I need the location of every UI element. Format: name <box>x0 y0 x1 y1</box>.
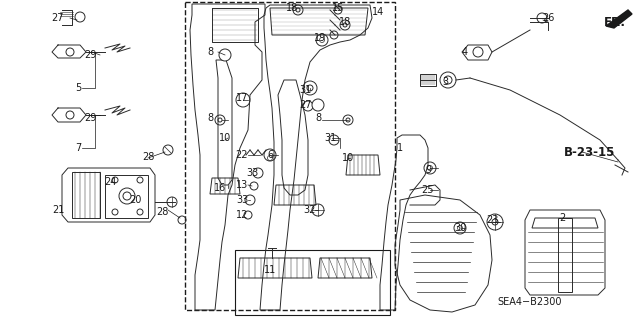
Text: 20: 20 <box>129 195 141 205</box>
Text: 7: 7 <box>75 143 81 153</box>
Circle shape <box>312 99 324 111</box>
Text: 31: 31 <box>299 85 311 95</box>
Text: 27: 27 <box>52 13 64 23</box>
Bar <box>185 2 395 310</box>
Text: 8: 8 <box>315 113 321 123</box>
Text: 27: 27 <box>299 100 311 110</box>
Text: 28: 28 <box>156 207 168 217</box>
Text: 2: 2 <box>559 213 565 223</box>
Text: 13: 13 <box>236 180 248 190</box>
Polygon shape <box>606 10 632 28</box>
Text: 5: 5 <box>75 83 81 93</box>
Text: 8: 8 <box>207 47 213 57</box>
Text: FR.: FR. <box>604 16 626 28</box>
Text: 1: 1 <box>397 143 403 153</box>
Text: 33: 33 <box>236 195 248 205</box>
Text: B-23-15: B-23-15 <box>564 145 616 159</box>
Text: 21: 21 <box>52 205 64 215</box>
Text: SEA4−B2300: SEA4−B2300 <box>498 297 563 307</box>
Text: 24: 24 <box>104 177 116 187</box>
Text: 29: 29 <box>84 50 96 60</box>
Text: 17: 17 <box>236 93 248 103</box>
Circle shape <box>222 52 228 58</box>
Text: 19: 19 <box>314 33 326 43</box>
Text: 22: 22 <box>236 150 248 160</box>
Text: 6: 6 <box>267 150 273 160</box>
Text: 16: 16 <box>214 183 226 193</box>
Text: 28: 28 <box>142 152 154 162</box>
Text: 18: 18 <box>286 3 298 13</box>
Bar <box>235 250 390 315</box>
Polygon shape <box>606 10 632 28</box>
Text: 30: 30 <box>454 223 466 233</box>
Text: 4: 4 <box>462 47 468 57</box>
Text: 3: 3 <box>442 77 448 87</box>
Text: 33: 33 <box>246 168 258 178</box>
Text: 11: 11 <box>264 265 276 275</box>
Text: 10: 10 <box>219 133 231 143</box>
Text: 9: 9 <box>425 165 431 175</box>
Text: 18: 18 <box>339 17 351 27</box>
Text: 23: 23 <box>486 215 498 225</box>
Text: 26: 26 <box>542 13 554 23</box>
Text: 12: 12 <box>236 210 248 220</box>
Text: 31: 31 <box>324 133 336 143</box>
Text: 10: 10 <box>342 153 354 163</box>
Text: 25: 25 <box>422 185 435 195</box>
Text: 32: 32 <box>304 205 316 215</box>
Circle shape <box>219 49 231 61</box>
Text: 29: 29 <box>84 113 96 123</box>
Circle shape <box>316 102 321 108</box>
Text: 15: 15 <box>332 3 344 13</box>
Text: 8: 8 <box>207 113 213 123</box>
Text: 14: 14 <box>372 7 384 17</box>
